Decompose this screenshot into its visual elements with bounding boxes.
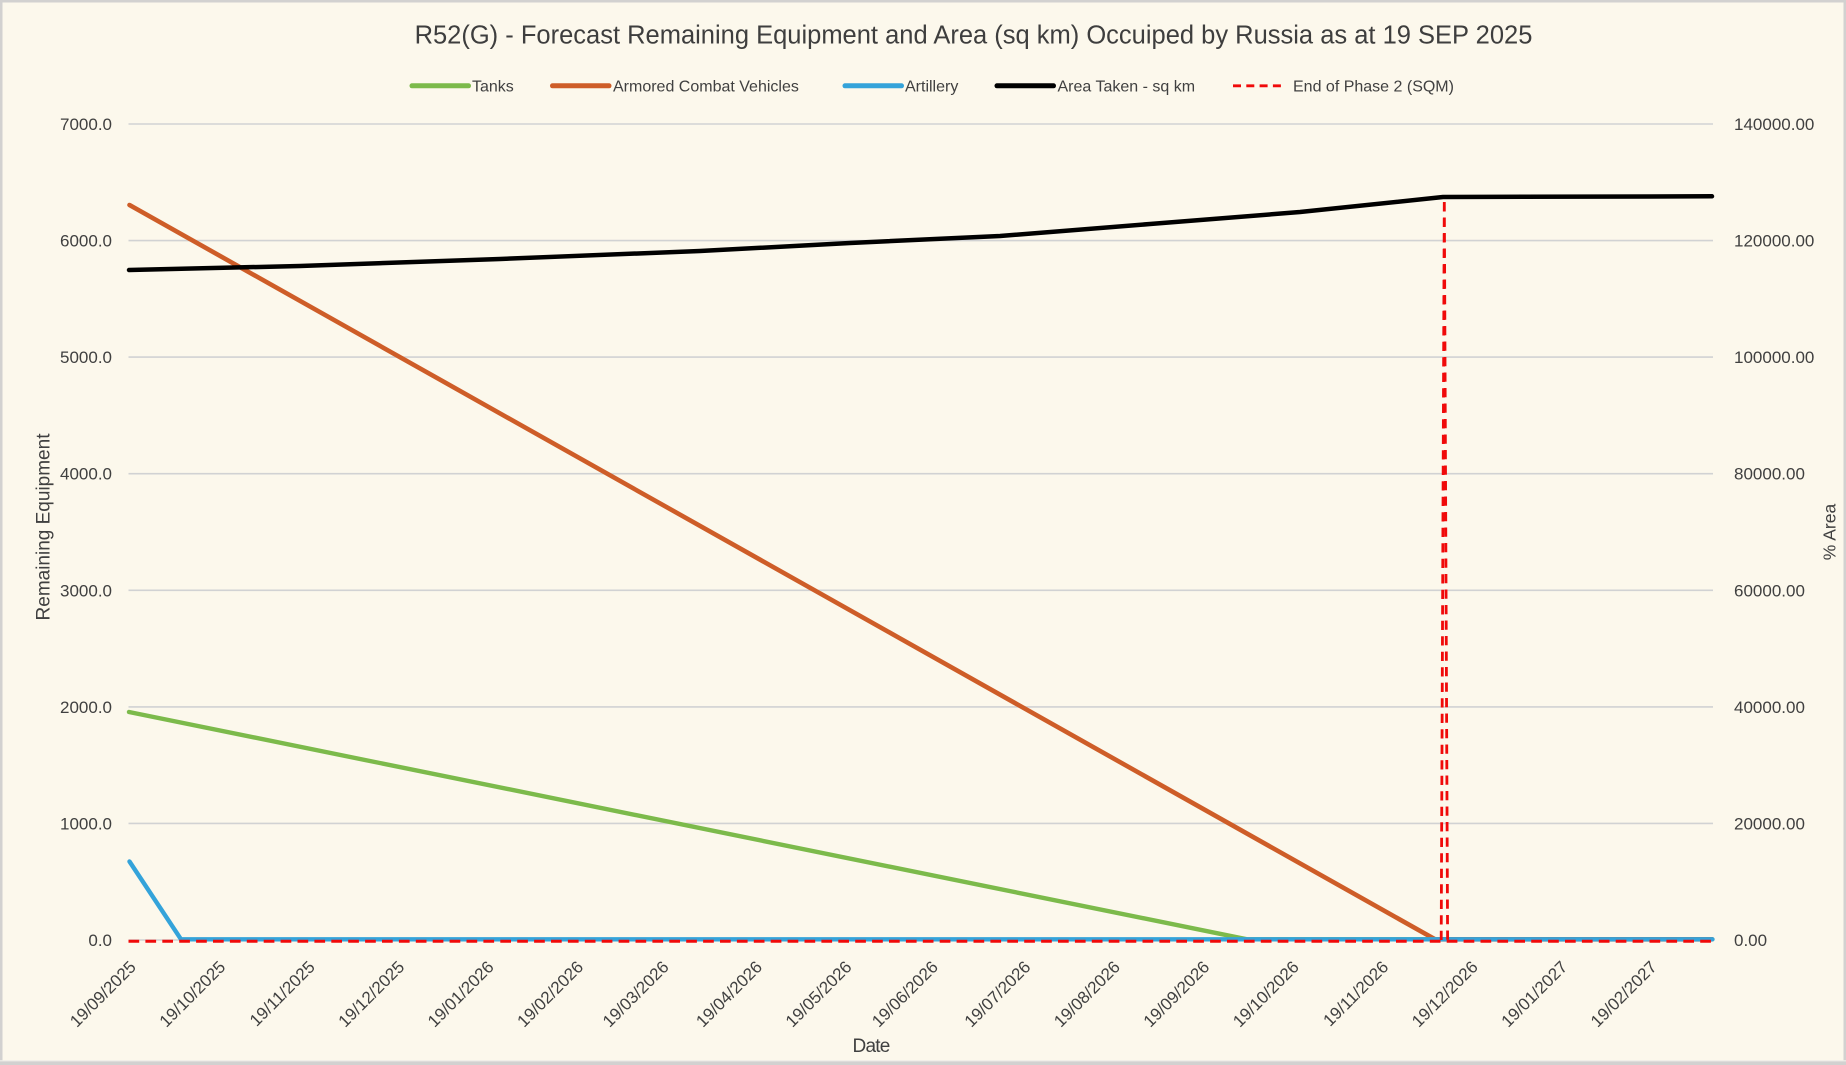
svg-text:1000.0: 1000.0 <box>60 814 112 833</box>
svg-text:120000.00: 120000.00 <box>1734 232 1814 251</box>
svg-text:60000.00: 60000.00 <box>1734 581 1805 600</box>
svg-text:End of Phase 2 (SQM): End of Phase 2 (SQM) <box>1293 79 1454 96</box>
svg-text:3000.0: 3000.0 <box>60 581 112 600</box>
svg-text:Remaining Equipment: Remaining Equipment <box>33 433 54 621</box>
svg-text:Area Taken - sq km: Area Taken - sq km <box>1058 79 1196 96</box>
svg-text:% Area: % Area <box>1820 504 1840 561</box>
svg-text:7000.0: 7000.0 <box>60 115 112 134</box>
svg-text:Armored Combat Vehicles: Armored Combat Vehicles <box>613 79 799 96</box>
svg-text:100000.00: 100000.00 <box>1734 348 1814 367</box>
svg-text:80000.00: 80000.00 <box>1734 465 1805 484</box>
svg-text:2000.0: 2000.0 <box>60 698 112 717</box>
svg-text:0.00: 0.00 <box>1734 931 1767 950</box>
svg-text:40000.00: 40000.00 <box>1734 698 1805 717</box>
svg-text:Artillery: Artillery <box>905 79 958 96</box>
svg-text:4000.0: 4000.0 <box>60 465 112 484</box>
svg-text:0.0: 0.0 <box>88 931 112 950</box>
svg-text:Date: Date <box>853 1036 890 1057</box>
svg-text:6000.0: 6000.0 <box>60 232 112 251</box>
svg-text:5000.0: 5000.0 <box>60 348 112 367</box>
svg-text:Tanks: Tanks <box>472 79 514 96</box>
svg-text:20000.00: 20000.00 <box>1734 814 1805 833</box>
svg-text:140000.00: 140000.00 <box>1734 115 1814 134</box>
svg-text:R52(G) - Forecast Remaining Eq: R52(G) - Forecast Remaining Equipment an… <box>415 22 1533 50</box>
